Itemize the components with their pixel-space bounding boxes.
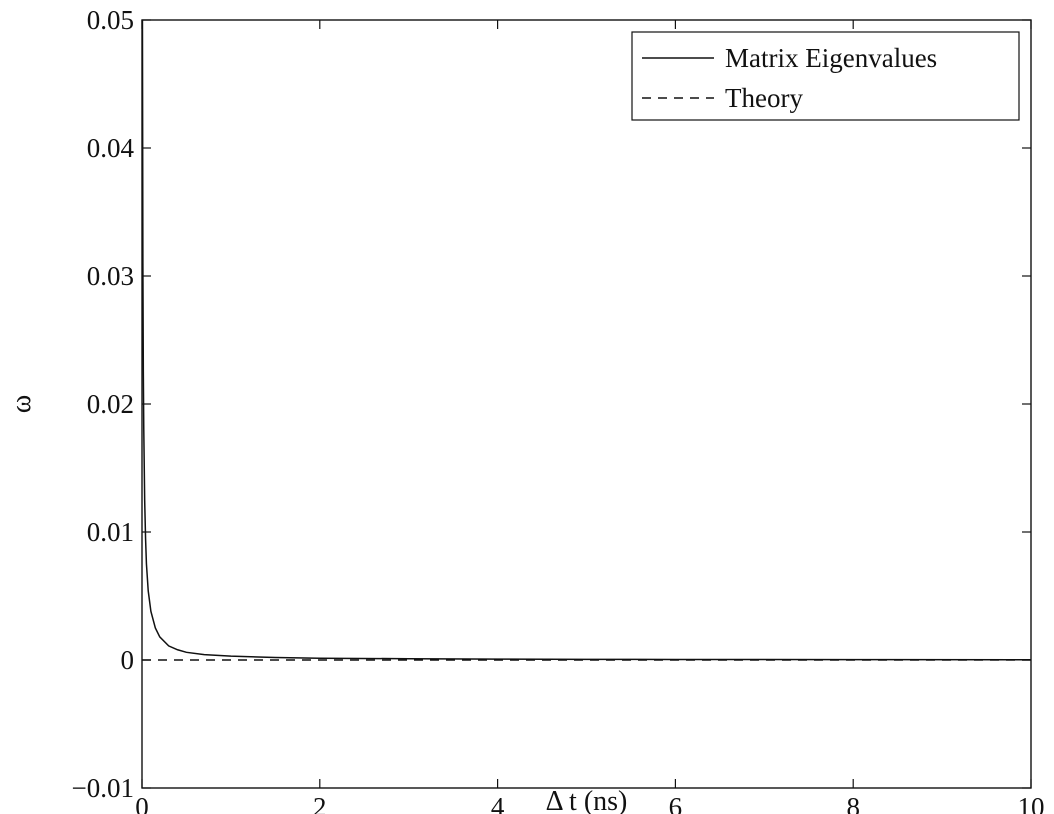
- axes: [141, 19, 1032, 789]
- y-tick-label: 0.04: [87, 133, 135, 163]
- x-tick-label: 6: [669, 792, 683, 814]
- legend-label: Matrix Eigenvalues: [725, 43, 937, 73]
- y-tick-label: 0.01: [87, 517, 134, 547]
- y-tick-label: 0.02: [87, 389, 134, 419]
- legend: Matrix Eigenvalues Theory: [631, 31, 1020, 121]
- x-tick-label: 10: [1018, 792, 1045, 814]
- legend-box: [631, 31, 1020, 121]
- x-tick-label: 0: [135, 792, 149, 814]
- series: [141, 19, 1032, 661]
- y-tick-label: 0.05: [87, 5, 134, 35]
- x-tick-label: 2: [313, 792, 327, 814]
- y-tick-label: 0.03: [87, 261, 134, 291]
- x-axis-label: Δ t (ns): [546, 786, 628, 814]
- y-tick-label: 0: [121, 645, 135, 675]
- plot-frame: [141, 19, 1032, 789]
- y-axis-label: ω: [6, 395, 37, 413]
- x-tick-label: 4: [491, 792, 505, 814]
- x-tick-label: 8: [846, 792, 860, 814]
- y-tick-label: −0.01: [72, 773, 134, 803]
- legend-label: Theory: [725, 83, 803, 113]
- series-line-matrix-eigenvalues: [141, 19, 1032, 661]
